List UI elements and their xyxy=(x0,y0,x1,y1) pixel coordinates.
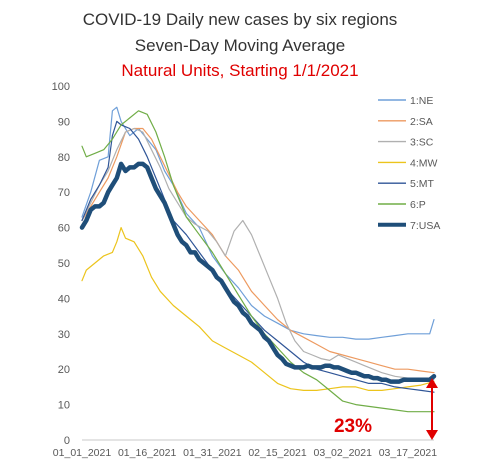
annotation-arrowhead-up xyxy=(426,378,438,389)
x-tick-label: 03_17_2021 xyxy=(379,447,438,459)
y-tick-label: 30 xyxy=(58,329,70,341)
series-line-7-usa xyxy=(79,161,437,384)
x-tick-label: 01_31_2021 xyxy=(183,447,242,459)
y-tick-label: 20 xyxy=(58,364,70,376)
legend-label: 2:SA xyxy=(410,116,433,128)
x-tick-label: 03_02_2021 xyxy=(314,447,373,459)
annotation-group: 23% xyxy=(334,378,438,440)
series-line-6-p xyxy=(81,110,435,413)
series-lines-group xyxy=(79,106,437,413)
legend-group: 1:NE 2:SA 3:SC 4:MW 5:MT 6:P 7:USA xyxy=(378,95,440,232)
chart-subtitle: Seven-Day Moving Average xyxy=(134,36,346,55)
y-tick-label: 50 xyxy=(58,258,70,270)
y-tick-label: 80 xyxy=(58,152,70,164)
y-tick-label: 10 xyxy=(58,400,70,412)
chart-title: COVID-19 Daily new cases by six regions xyxy=(82,10,398,29)
y-tick-label: 70 xyxy=(58,187,70,199)
x-tick-label: 01_16_2021 xyxy=(118,447,177,459)
series-line-3-sc xyxy=(81,127,435,381)
legend-label: 3:SC xyxy=(410,137,434,149)
y-tick-label: 90 xyxy=(58,116,70,128)
series-line-1-ne xyxy=(81,106,435,340)
axes-group: 0 10 20 30 40 50 60 70 80 90 100 01_01_2021 01_16_20… xyxy=(52,81,438,459)
legend-label: 1:NE xyxy=(410,95,433,107)
legend-label: 7:USA xyxy=(410,220,440,232)
legend-label: 6:P xyxy=(410,199,426,211)
x-tick-label: 01_01_2021 xyxy=(53,447,112,459)
annotation-arrowhead-down xyxy=(426,430,438,440)
chart-subtitle-units: Natural Units, Starting 1/1/2021 xyxy=(121,61,359,80)
y-tick-label: 100 xyxy=(52,81,70,93)
annotation-percent: 23% xyxy=(334,416,372,437)
x-tick-label: 02_15_2021 xyxy=(248,447,307,459)
series-line-4-mw xyxy=(81,227,435,391)
y-tick-label: 0 xyxy=(64,435,70,447)
y-tick-label: 60 xyxy=(58,223,70,235)
legend-label: 4:MW xyxy=(410,157,438,169)
legend-label: 5:MT xyxy=(410,178,435,190)
y-tick-label: 40 xyxy=(58,293,70,305)
